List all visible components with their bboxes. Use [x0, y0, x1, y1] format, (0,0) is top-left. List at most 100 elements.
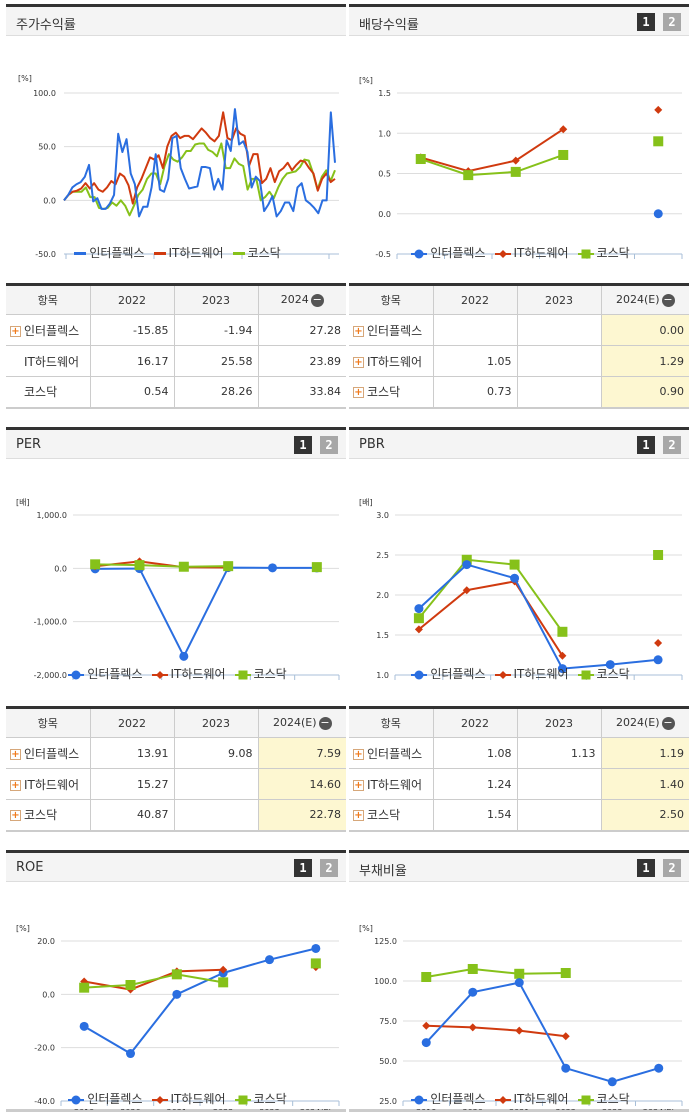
line-swatch-icon: [153, 252, 166, 255]
panel-title: 배당수익률: [359, 18, 419, 33]
svg-text:-50.0: -50.0: [35, 250, 56, 259]
page-1-button[interactable]: 1: [294, 859, 312, 877]
panel-title: PBR: [359, 437, 385, 452]
legend-item-industry[interactable]: IT하드웨어: [492, 244, 569, 261]
line-chart: [%]1.51.00.50.0-0.5201920202021202220232…: [359, 76, 683, 259]
legend-item-kosdaq[interactable]: 코스닥: [575, 665, 630, 682]
column-header: 항목: [349, 284, 434, 315]
svg-text:[%]: [%]: [18, 74, 32, 83]
collapse-icon[interactable]: −: [310, 292, 324, 307]
column-header: 항목: [6, 707, 91, 738]
legend-label: IT하드웨어: [513, 667, 569, 681]
value-cell: 28.26: [174, 376, 259, 409]
value-cell: 16.17: [90, 345, 175, 377]
legend-item-industry[interactable]: IT하드웨어: [151, 244, 224, 261]
page-2-button[interactable]: 2: [663, 13, 681, 31]
page-1-button[interactable]: 1: [294, 436, 312, 454]
diamond-marker-icon: [494, 670, 511, 680]
svg-text:3.0: 3.0: [376, 511, 389, 520]
column-header: 2024(E) −: [601, 707, 689, 738]
legend-item-company[interactable]: 인터플렉스: [408, 1090, 486, 1107]
value-cell: 25.58: [174, 345, 259, 377]
per-table: 항목 2022 2023 2024(E) − + 인터플렉스 13.91 9.08 7.59 + IT…: [6, 706, 346, 832]
svg-text:125.0: 125.0: [374, 937, 397, 946]
value-cell: 1.19: [601, 737, 689, 769]
panel-title: 부채비율: [359, 864, 407, 879]
legend-item-industry[interactable]: IT하드웨어: [492, 665, 569, 682]
panel-header: ROE 1 2: [6, 850, 346, 882]
page-2-button[interactable]: 2: [320, 859, 338, 877]
page-1-button[interactable]: 1: [637, 436, 655, 454]
table-row: + 코스닥 0.73 0.90: [349, 376, 689, 409]
legend-item-kosdaq[interactable]: 코스닥: [232, 665, 287, 682]
page-2-button[interactable]: 2: [663, 859, 681, 877]
svg-text:0.0: 0.0: [54, 564, 67, 573]
expand-plus-icon[interactable]: +: [353, 325, 364, 337]
legend-item-kosdaq[interactable]: 코스닥: [230, 244, 281, 261]
expand-plus-icon[interactable]: +: [10, 748, 21, 760]
chart-legend: 인터플렉스 IT하드웨어 코스닥: [349, 1090, 689, 1107]
expand-plus-icon[interactable]: +: [353, 810, 364, 822]
legend-label: 인터플렉스: [89, 246, 145, 260]
expand-plus-icon[interactable]: +: [353, 356, 364, 368]
expand-plus-icon[interactable]: +: [353, 387, 364, 399]
row-name-label: 코스닥: [24, 385, 58, 400]
svg-text:75.0: 75.0: [379, 1017, 397, 1026]
expand-plus-icon[interactable]: +: [353, 779, 364, 791]
legend-item-company[interactable]: 인터플렉스: [65, 665, 143, 682]
svg-text:[%]: [%]: [359, 76, 373, 85]
expand-plus-icon[interactable]: +: [353, 748, 364, 760]
column-header-label: 항목: [37, 294, 58, 307]
value-cell: 23.89: [258, 345, 346, 377]
legend-item-kosdaq[interactable]: 코스닥: [232, 1090, 287, 1107]
svg-text:2022: 2022: [556, 1108, 576, 1110]
svg-text:-1,000.0: -1,000.0: [34, 618, 67, 627]
value-cell: [174, 768, 259, 800]
stock-return-table: 항목 2022 2023 2024− + 인터플렉스 -15.85 -1.94 27.28 IT하…: [6, 283, 346, 409]
svg-text:50.0: 50.0: [38, 143, 56, 152]
legend-item-industry[interactable]: IT하드웨어: [149, 665, 226, 682]
page-2-button[interactable]: 2: [663, 436, 681, 454]
legend-item-company[interactable]: 인터플렉스: [408, 665, 486, 682]
svg-text:2022: 2022: [552, 682, 572, 683]
legend-item-industry[interactable]: IT하드웨어: [149, 1090, 226, 1107]
legend-item-kosdaq[interactable]: 코스닥: [575, 1090, 630, 1107]
row-name-cell: + IT하드웨어: [349, 345, 434, 377]
dividend-table: 항목 2022 2023 2024(E) − + 인터플렉스 0.00 + IT하드웨어 1.05 1…: [349, 283, 689, 409]
legend-label: 코스닥: [253, 667, 287, 681]
value-cell: 1.05: [433, 345, 518, 377]
value-cell: 33.84: [258, 376, 346, 409]
svg-text:1.5: 1.5: [376, 631, 389, 640]
row-name-label: IT하드웨어: [24, 354, 80, 369]
column-header-label: 2024(E): [272, 716, 317, 730]
panel-title: 주가수익률: [16, 18, 76, 33]
page-2-button[interactable]: 2: [320, 436, 338, 454]
svg-text:0.0: 0.0: [378, 210, 391, 219]
svg-text:2023: 2023: [259, 1108, 279, 1110]
svg-text:50.0: 50.0: [379, 1057, 397, 1066]
legend-item-kosdaq[interactable]: 코스닥: [575, 244, 630, 261]
line-chart: [%] 20.0 0.0 -20.0 -40.0 2019 2020 2021 2022 2023…: [16, 924, 340, 1110]
column-header: 2022: [90, 284, 175, 315]
collapse-icon[interactable]: −: [661, 715, 675, 730]
square-marker-icon: [234, 1095, 251, 1105]
diamond-marker-icon: [494, 1095, 511, 1105]
collapse-icon[interactable]: −: [318, 715, 332, 730]
collapse-icon[interactable]: −: [661, 292, 675, 307]
expand-plus-icon[interactable]: +: [10, 810, 21, 822]
expand-plus-icon[interactable]: +: [10, 325, 21, 337]
legend-item-company[interactable]: 인터플렉스: [65, 1090, 143, 1107]
legend-item-company[interactable]: 인터플렉스: [71, 244, 145, 261]
legend-item-industry[interactable]: IT하드웨어: [492, 1090, 569, 1107]
column-header-label: 2024(E): [615, 293, 660, 307]
table-row: 코스닥 0.54 28.26 33.84: [6, 376, 346, 409]
expand-plus-icon[interactable]: +: [10, 779, 21, 791]
diamond-marker-icon: [151, 670, 168, 680]
page-1-button[interactable]: 1: [637, 13, 655, 31]
legend-item-company[interactable]: 인터플렉스: [408, 244, 486, 261]
value-cell: [517, 799, 602, 832]
page-1-button[interactable]: 1: [637, 859, 655, 877]
svg-text:[%]: [%]: [16, 924, 30, 933]
svg-text:-40.0: -40.0: [34, 1097, 55, 1106]
column-header: 2024(E) −: [258, 707, 346, 738]
